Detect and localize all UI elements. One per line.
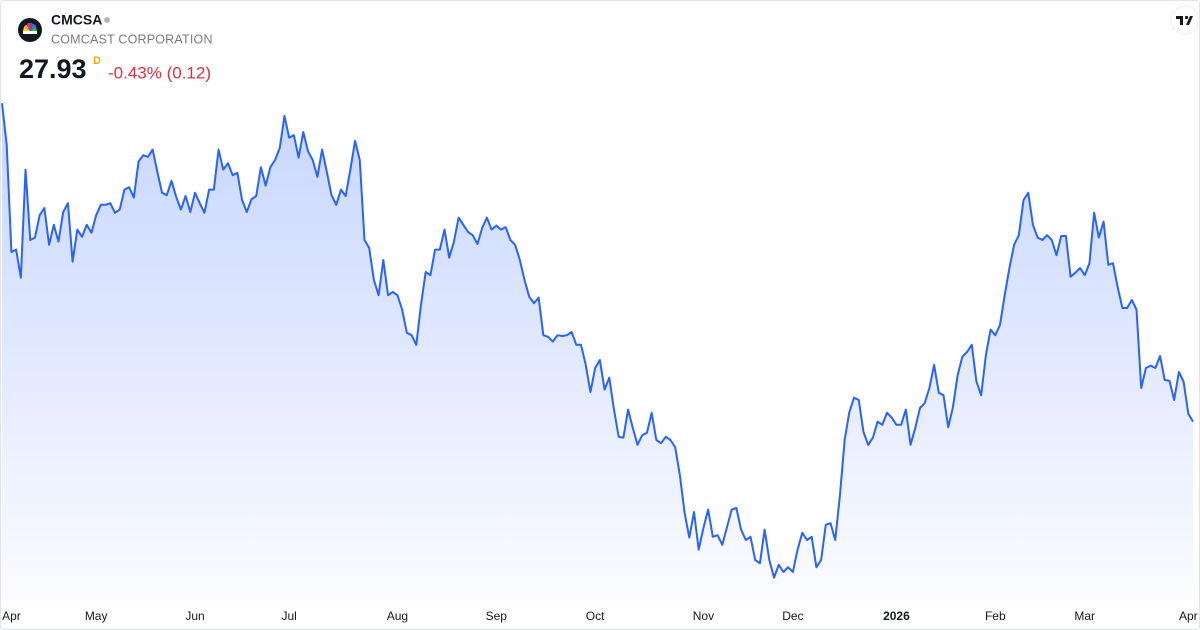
price-area bbox=[2, 103, 1193, 600]
symbol-logo[interactable] bbox=[18, 18, 42, 42]
x-tick-label: May bbox=[85, 609, 108, 623]
x-tick-label: Feb bbox=[985, 609, 1006, 623]
price-change: -0.43% (0.12) bbox=[108, 63, 211, 82]
x-tick-label: Jun bbox=[185, 609, 204, 623]
price-flag: D bbox=[93, 55, 101, 67]
status-dot bbox=[104, 17, 110, 23]
tradingview-logo[interactable] bbox=[1170, 5, 1200, 35]
x-tick-label: Apr bbox=[1179, 609, 1198, 623]
x-tick-label: Jul bbox=[281, 609, 296, 623]
symbol[interactable]: CMCSA bbox=[51, 12, 102, 28]
company-name: COMCAST CORPORATION bbox=[51, 32, 213, 46]
x-tick-label: Oct bbox=[586, 609, 605, 623]
x-tick-label: Dec bbox=[782, 609, 803, 623]
x-tick-label: Aug bbox=[387, 609, 408, 623]
plot-area: Apr May Jun Jul Aug Sep Oct Nov Dec 2026 Feb Mar Apr bbox=[1, 103, 1198, 623]
x-tick-label: Nov bbox=[693, 609, 714, 623]
x-tick-label: 2026 bbox=[883, 609, 910, 623]
last-price: 27.93 bbox=[19, 54, 87, 84]
x-tick-label: Sep bbox=[486, 609, 508, 623]
price-line bbox=[1, 103, 1194, 579]
x-tick-label: Mar bbox=[1074, 609, 1095, 623]
x-tick-label: Apr bbox=[2, 609, 21, 623]
